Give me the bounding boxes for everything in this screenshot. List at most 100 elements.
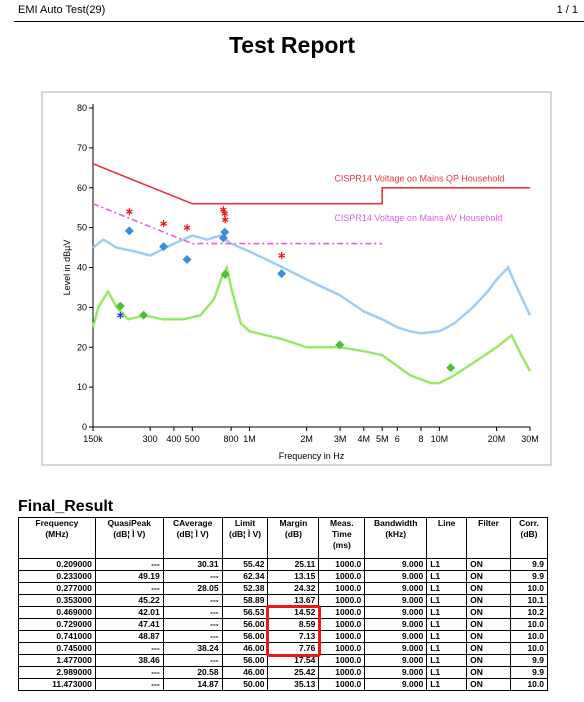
y-tick-label: 70 <box>77 143 87 153</box>
table-cell: 0.741000 <box>18 630 96 643</box>
table-cell: 28.05 <box>162 582 223 595</box>
table-cell: 10.1 <box>509 594 549 607</box>
x-tick-label: 2M <box>300 434 313 444</box>
table-cell: 38.46 <box>94 654 164 667</box>
table-cell: 1000.0 <box>318 618 366 631</box>
annotation: CISPR14 Voltage on Mains QP Household <box>334 173 504 183</box>
diamond-marker <box>139 310 149 320</box>
table-cell: 9.000 <box>364 570 428 583</box>
diamond-marker <box>335 340 345 350</box>
table-cell: 14.87 <box>162 678 223 691</box>
star-marker <box>116 311 124 319</box>
table-cell: 56.53 <box>221 606 269 619</box>
column-header: Corr. (dB) <box>509 517 549 559</box>
table-cell: 0.729000 <box>18 618 96 631</box>
limit-line <box>92 163 530 205</box>
y-tick-label: 40 <box>77 263 87 273</box>
table-cell: L1 <box>426 606 468 619</box>
table-cell: 46.00 <box>221 642 269 655</box>
table-cell: 0.277000 <box>18 582 96 595</box>
table-cell: 10.2 <box>509 606 549 619</box>
column-header: Bandwidth (kHz) <box>364 517 428 559</box>
table-cell: 38.24 <box>162 642 223 655</box>
table-cell: --- <box>162 630 223 643</box>
table-cell: ON <box>466 642 511 655</box>
table-cell: 10.0 <box>509 630 549 643</box>
table-cell: 1000.0 <box>318 570 366 583</box>
table-cell: ON <box>466 570 511 583</box>
column-header: Meas. Time (ms) <box>318 517 366 559</box>
x-tick-label: 6 <box>395 434 400 444</box>
table-cell: 9.000 <box>364 558 428 571</box>
diamond-marker <box>124 226 134 236</box>
column-header: Filter <box>466 517 511 559</box>
table-row: 0.233000 49.19 --- 62.34 13.15 1000.0 9.000 L1 O… <box>18 570 549 583</box>
table-cell: 62.34 <box>221 570 269 583</box>
y-tick-label: 50 <box>77 223 87 233</box>
chart: 0 10 20 30 40 50 60 70 80 150k 300 400 500 800 1M 2M 3M 4… <box>41 91 552 466</box>
table-cell: L1 <box>426 654 468 667</box>
y-tick-label: 0 <box>82 422 87 432</box>
table-cell: 0.745000 <box>18 642 96 655</box>
diamond-marker <box>182 254 192 264</box>
trace <box>91 263 532 385</box>
table-cell: 56.00 <box>221 654 269 667</box>
table-row: 0.729000 47.41 --- 56.00 8.59 1000.0 9.000 L1 ON… <box>18 618 549 631</box>
table-cell: --- <box>162 618 223 631</box>
table-cell: ON <box>466 582 511 595</box>
table-cell: ON <box>466 630 511 643</box>
table-cell: 9.000 <box>364 606 428 619</box>
table-cell: 10.0 <box>509 678 549 691</box>
table-cell: L1 <box>426 558 468 571</box>
table-cell: 0.469000 <box>18 606 96 619</box>
table-cell: --- <box>94 582 164 595</box>
star-marker <box>183 224 191 232</box>
table-cell: 2.989000 <box>18 666 96 679</box>
report-title: Test Report <box>228 32 356 58</box>
table-cell: L1 <box>426 582 468 595</box>
star-marker <box>160 220 167 228</box>
limit-line <box>92 202 383 245</box>
table-cell: --- <box>94 558 164 571</box>
table-cell: 10.0 <box>509 642 549 655</box>
table-cell: --- <box>94 678 164 691</box>
table-cell: L1 <box>426 570 468 583</box>
table-cell: 46.00 <box>221 666 269 679</box>
table-cell: --- <box>162 594 223 607</box>
table-cell: ON <box>466 606 511 619</box>
star-marker <box>221 216 229 224</box>
x-axis-label: Frequency in Hz <box>279 451 345 461</box>
section-title: Final_Result <box>18 498 114 515</box>
table-cell: 50.00 <box>221 678 269 691</box>
column-header: CAverage (dB¦ Ì V) <box>162 517 223 559</box>
table-cell: 0.233000 <box>18 570 96 583</box>
table-cell: 13.15 <box>267 570 320 583</box>
x-tick-label: 400 <box>166 434 181 444</box>
header-rule <box>14 21 584 22</box>
table-cell: 55.42 <box>221 558 269 571</box>
y-tick-label: 20 <box>77 342 87 352</box>
table-cell: ON <box>466 654 511 667</box>
star-marker <box>125 208 133 216</box>
y-axis-label: Level in dBµV <box>62 240 72 296</box>
table-cell: L1 <box>426 594 468 607</box>
table-cell: ON <box>466 594 511 607</box>
table-cell: 25.42 <box>267 666 320 679</box>
table-cell: 24.32 <box>267 582 320 595</box>
table-cell: 47.41 <box>94 618 164 631</box>
table-cell: 35.13 <box>267 678 320 691</box>
table-cell: --- <box>162 570 223 583</box>
table-cell: 9.000 <box>364 618 428 631</box>
table-cell: 56.00 <box>221 630 269 643</box>
table-cell: ON <box>466 678 511 691</box>
x-tick-label: 500 <box>185 434 200 444</box>
x-tick-label: 800 <box>224 434 239 444</box>
table-cell: 1000.0 <box>318 666 366 679</box>
table-cell: 58.89 <box>221 594 269 607</box>
table-cell: L1 <box>426 642 468 655</box>
column-header: Limit (dB¦ Ì V) <box>221 517 269 559</box>
column-header: Margin (dB) <box>267 517 320 559</box>
x-tick-label: 300 <box>143 434 158 444</box>
x-tick-label: 10M <box>431 434 449 444</box>
